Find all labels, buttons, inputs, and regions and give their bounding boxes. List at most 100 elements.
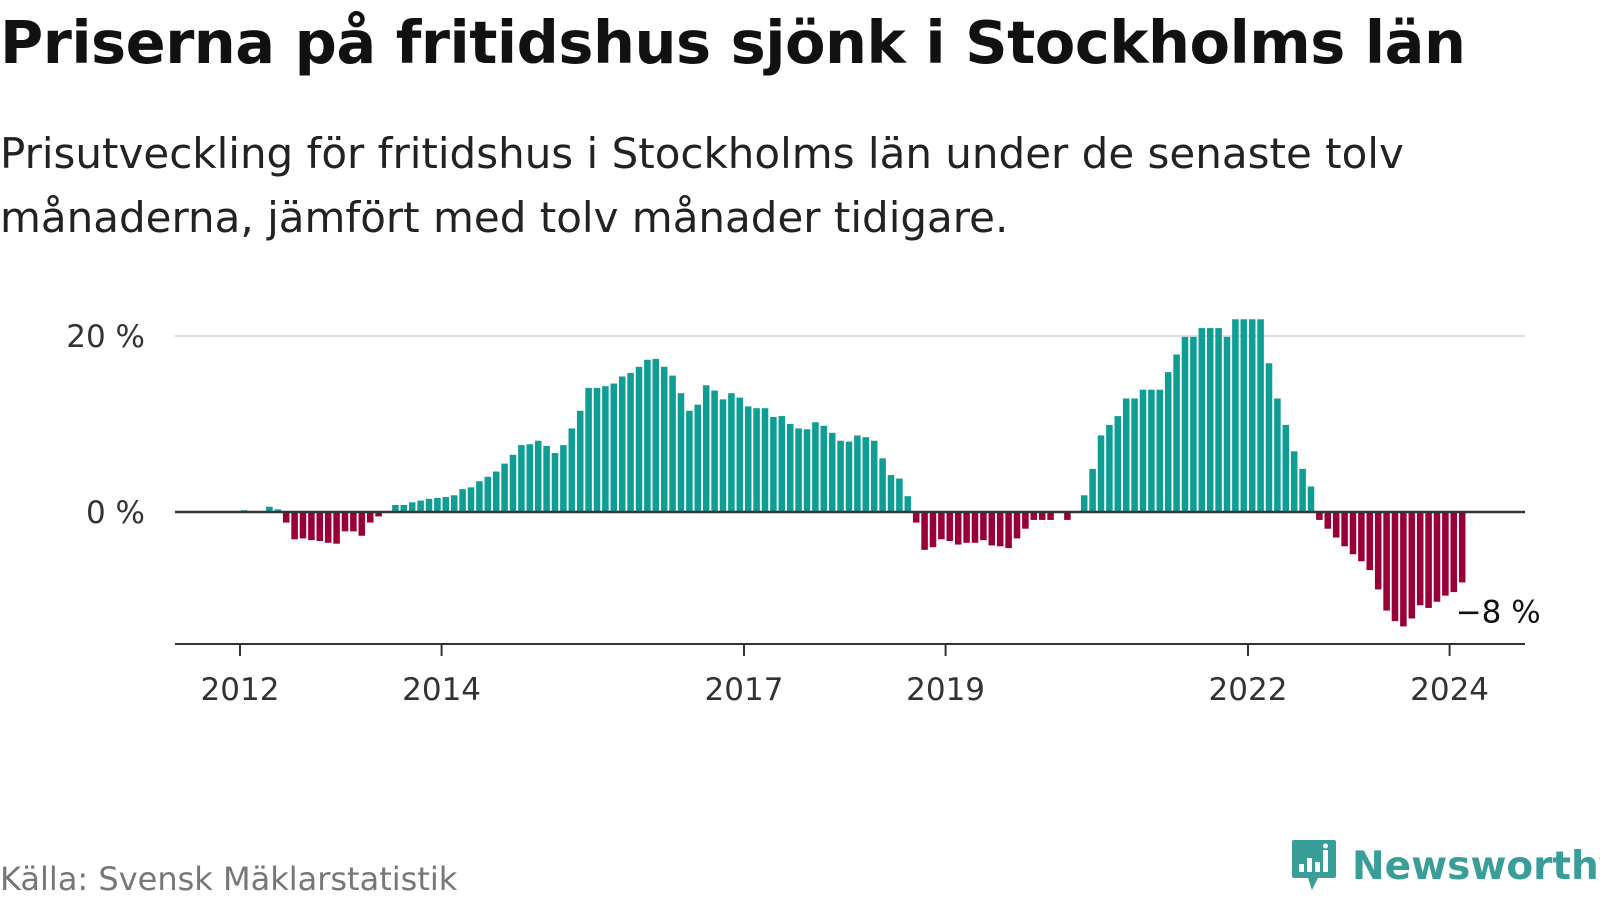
bar <box>417 500 424 512</box>
bar <box>442 497 450 512</box>
bar <box>308 512 315 541</box>
bar <box>1374 512 1382 590</box>
bar <box>677 393 685 512</box>
bar <box>1064 512 1071 520</box>
bar <box>1425 512 1432 608</box>
bar <box>686 410 693 512</box>
y-tick-label: 20 % <box>66 319 145 355</box>
bar <box>560 445 567 512</box>
bar <box>904 496 912 512</box>
bar <box>1005 512 1012 549</box>
bar <box>1131 398 1138 512</box>
bar <box>1080 495 1088 512</box>
bar <box>652 358 660 512</box>
bar <box>702 385 710 512</box>
bar <box>1274 398 1281 512</box>
bar <box>795 428 802 512</box>
bar <box>366 512 374 523</box>
bar <box>845 441 853 512</box>
bar <box>1215 328 1222 512</box>
bar <box>627 372 634 512</box>
bar <box>669 375 676 512</box>
bar <box>786 424 794 512</box>
bar <box>1282 424 1290 512</box>
bar <box>1248 319 1256 512</box>
bar <box>887 475 895 512</box>
bar <box>1114 416 1122 512</box>
bar <box>1316 512 1323 520</box>
bar <box>728 393 735 512</box>
chart-subtitle: Prisutveckling för fritidshus i Stockhol… <box>0 129 1404 242</box>
x-tick-label: 2022 <box>1209 672 1288 708</box>
bar <box>341 512 349 532</box>
x-tick-label: 2017 <box>705 672 784 708</box>
bar <box>1047 512 1054 520</box>
x-tick-label: 2012 <box>201 672 280 708</box>
bar <box>518 445 525 512</box>
bar <box>593 387 601 512</box>
bar <box>484 476 492 512</box>
source-note: Källa: Svensk Mäklarstatistik <box>0 860 458 898</box>
bar <box>408 502 416 512</box>
bar <box>1290 451 1298 512</box>
labels: 0 % 20 % 2012 2014 2017 2019 2022 2024 −8 % <box>66 319 1540 708</box>
bar <box>1148 389 1155 512</box>
bar <box>980 512 987 541</box>
bar <box>954 512 962 545</box>
bar <box>1408 512 1416 619</box>
bar <box>812 422 819 512</box>
bar <box>1038 512 1046 520</box>
bar <box>837 440 844 512</box>
bar <box>862 437 870 512</box>
bar <box>526 444 534 512</box>
bar <box>1223 336 1231 512</box>
bar <box>963 512 970 543</box>
bar <box>358 512 366 536</box>
bar <box>450 495 458 512</box>
bar <box>1164 372 1172 512</box>
bar <box>476 481 483 512</box>
bars <box>240 319 1466 627</box>
x-tick-label: 2014 <box>402 672 481 708</box>
bar <box>870 440 878 512</box>
y-tick-label: 0 % <box>86 495 145 531</box>
bar <box>1332 512 1340 538</box>
bar <box>425 498 433 512</box>
bar <box>534 440 542 512</box>
bar <box>1391 512 1399 622</box>
bar <box>736 397 744 512</box>
x-tick-label: 2024 <box>1410 672 1489 708</box>
bar <box>753 408 760 512</box>
bar <box>1307 486 1315 512</box>
bar <box>828 432 836 512</box>
bar <box>400 504 408 512</box>
bar <box>644 359 651 512</box>
bar <box>996 512 1004 547</box>
bar <box>266 506 273 512</box>
bar <box>1450 512 1458 593</box>
bar <box>1139 389 1147 512</box>
bar <box>610 383 618 512</box>
bar <box>618 376 626 512</box>
bar <box>291 512 298 540</box>
bar <box>1442 512 1449 596</box>
bar <box>1206 328 1214 512</box>
bar <box>778 416 786 512</box>
bar <box>585 387 592 512</box>
bar <box>333 512 340 544</box>
bar <box>1156 389 1164 512</box>
bar <box>921 512 928 550</box>
bar <box>467 487 475 512</box>
bar <box>299 512 307 539</box>
bar <box>350 512 357 532</box>
bar <box>803 429 811 512</box>
bar <box>1122 398 1130 512</box>
bar <box>274 509 282 512</box>
bar <box>761 408 769 512</box>
bar-chart: 0 % 20 % 2012 2014 2017 2019 2022 2024 −8 % <box>66 319 1540 708</box>
bar <box>1324 512 1332 529</box>
bar <box>879 458 886 512</box>
bar <box>501 463 508 512</box>
bar <box>1433 512 1441 602</box>
bar <box>1198 328 1206 512</box>
